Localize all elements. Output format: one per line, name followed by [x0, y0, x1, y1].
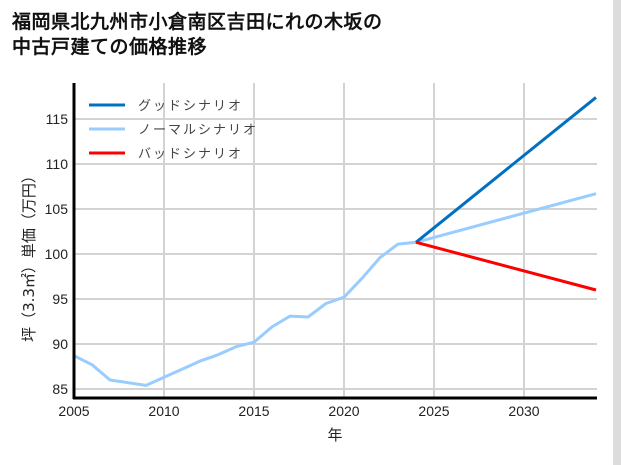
y-tick-label: 90 — [52, 336, 68, 352]
x-tick-label: 2015 — [238, 403, 269, 419]
legend-label: グッドシナリオ — [138, 99, 243, 114]
y-axis-label: 坪（3.3㎡）単価（万円） — [20, 168, 38, 342]
tick-labels: 2005 2010 2015 2020 2025 2030 85 90 95 100 105 110 1… — [45, 111, 540, 419]
y-tick-label: 100 — [45, 246, 69, 262]
x-tick-label: 2030 — [508, 403, 539, 419]
chart-title: 福岡県北九州市小倉南区吉田にれの木坂の 中古戸建ての価格推移 — [12, 10, 383, 60]
title-line-1: 福岡県北九州市小倉南区吉田にれの木坂の — [12, 11, 383, 33]
y-tick-label: 105 — [45, 201, 69, 217]
x-tick-label: 2010 — [148, 403, 179, 419]
y-tick-label: 115 — [46, 111, 69, 127]
data-lines — [73, 96, 597, 387]
legend-label: バッドシナリオ — [138, 147, 243, 162]
x-tick-label: 2025 — [418, 403, 449, 419]
grid-lines — [73, 83, 597, 398]
series-line — [415, 240, 597, 292]
series-line — [73, 192, 597, 387]
x-tick-label: 2005 — [58, 403, 89, 419]
legend-label: ノーマルシナリオ — [138, 123, 258, 138]
y-tick-label: 110 — [46, 156, 69, 172]
axes — [72, 83, 597, 400]
y-tick-label: 85 — [52, 381, 68, 397]
series-line — [415, 96, 597, 244]
x-tick-label: 2020 — [328, 403, 359, 419]
title-line-2: 中古戸建ての価格推移 — [12, 36, 208, 58]
y-tick-label: 95 — [52, 291, 68, 307]
x-axis-label: 年 — [327, 426, 342, 444]
